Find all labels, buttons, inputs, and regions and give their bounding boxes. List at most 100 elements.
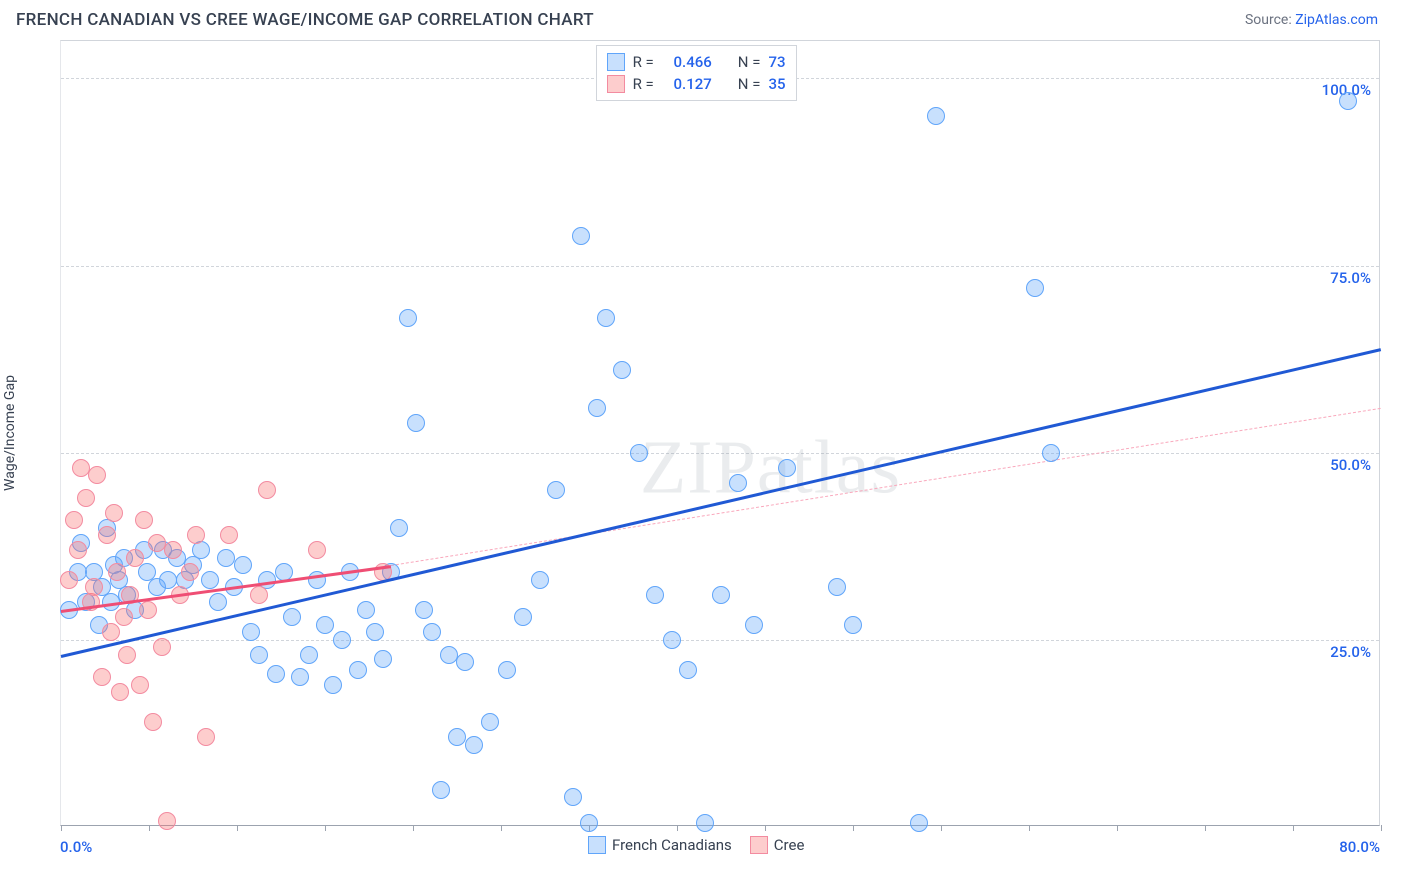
data-point [407, 414, 425, 432]
data-point [250, 646, 268, 664]
data-point [201, 571, 219, 589]
data-point [498, 661, 516, 679]
n-label: N = [738, 75, 761, 93]
data-point [910, 814, 928, 832]
data-point [144, 713, 162, 731]
data-point [283, 608, 301, 626]
y-tick-label: 25.0% [1330, 643, 1371, 661]
stats-row: R =0.127N =35 [607, 73, 786, 95]
data-point [85, 578, 103, 596]
data-point [300, 646, 318, 664]
data-point [572, 227, 590, 245]
gridline [61, 640, 1379, 641]
data-point [729, 474, 747, 492]
chart-title: FRENCH CANADIAN VS CREE WAGE/INCOME GAP … [16, 10, 594, 30]
chart-container: Wage/Income Gap 25.0%50.0%75.0%100.0%ZIP… [16, 40, 1380, 826]
data-point [630, 444, 648, 462]
x-tick [237, 825, 238, 831]
x-tick [149, 825, 150, 831]
data-point [415, 601, 433, 619]
data-point [65, 511, 83, 529]
y-tick-label: 75.0% [1330, 269, 1371, 287]
data-point [77, 489, 95, 507]
data-point [234, 556, 252, 574]
x-tick [853, 825, 854, 831]
r-label: R = [633, 75, 654, 93]
trend-line [61, 348, 1382, 658]
data-point [135, 511, 153, 529]
data-point [778, 459, 796, 477]
x-axis-end-label: 80.0% [1339, 838, 1380, 856]
data-point [357, 601, 375, 619]
data-point [481, 713, 499, 731]
data-point [158, 812, 176, 830]
data-point [316, 616, 334, 634]
data-point [60, 571, 78, 589]
x-axis-start-label: 0.0% [60, 838, 92, 856]
legend-swatch [607, 53, 625, 71]
data-point [448, 728, 466, 746]
data-point [308, 541, 326, 559]
r-value: 0.466 [662, 53, 712, 71]
gridline [61, 453, 1379, 454]
data-point [1042, 444, 1060, 462]
x-tick [1205, 825, 1206, 831]
x-tick [413, 825, 414, 831]
data-point [164, 541, 182, 559]
data-point [399, 309, 417, 327]
legend-item: Cree [750, 836, 805, 854]
plot-area: 25.0%50.0%75.0%100.0%ZIPatlasR =0.466N =… [60, 40, 1380, 826]
y-tick-label: 50.0% [1330, 456, 1371, 474]
legend-swatch [588, 836, 606, 854]
data-point [390, 519, 408, 537]
data-point [69, 541, 87, 559]
data-point [663, 631, 681, 649]
data-point [258, 481, 276, 499]
data-point [366, 623, 384, 641]
data-point [1339, 92, 1357, 110]
x-tick [1381, 825, 1382, 831]
data-point [547, 481, 565, 499]
n-value: 35 [768, 75, 785, 93]
data-point [597, 309, 615, 327]
x-tick [1029, 825, 1030, 831]
data-point [153, 638, 171, 656]
data-point [220, 526, 238, 544]
gridline [61, 266, 1379, 267]
data-point [209, 593, 227, 611]
data-point [250, 586, 268, 604]
data-point [1026, 279, 1044, 297]
data-point [514, 608, 532, 626]
y-axis-label: Wage/Income Gap [2, 375, 18, 491]
legend-swatch [750, 836, 768, 854]
data-point [564, 788, 582, 806]
x-tick [677, 825, 678, 831]
x-tick [325, 825, 326, 831]
data-point [745, 616, 763, 634]
x-tick [941, 825, 942, 831]
source-attribution: Source: ZipAtlas.com [1245, 12, 1378, 28]
data-point [696, 814, 714, 832]
data-point [646, 586, 664, 604]
x-tick [1117, 825, 1118, 831]
data-point [679, 661, 697, 679]
series-legend: French Canadians Cree [588, 836, 804, 854]
source-link[interactable]: ZipAtlas.com [1295, 12, 1378, 28]
data-point [580, 814, 598, 832]
legend-label: French Canadians [612, 836, 732, 854]
data-point [102, 623, 120, 641]
data-point [88, 466, 106, 484]
data-point [111, 683, 129, 701]
data-point [148, 534, 166, 552]
source-prefix: Source: [1245, 12, 1295, 28]
x-tick [501, 825, 502, 831]
data-point [844, 616, 862, 634]
data-point [613, 361, 631, 379]
data-point [712, 586, 730, 604]
data-point [187, 526, 205, 544]
data-point [423, 623, 441, 641]
data-point [105, 504, 123, 522]
data-point [98, 526, 116, 544]
n-value: 73 [768, 53, 785, 71]
x-tick [61, 825, 62, 831]
